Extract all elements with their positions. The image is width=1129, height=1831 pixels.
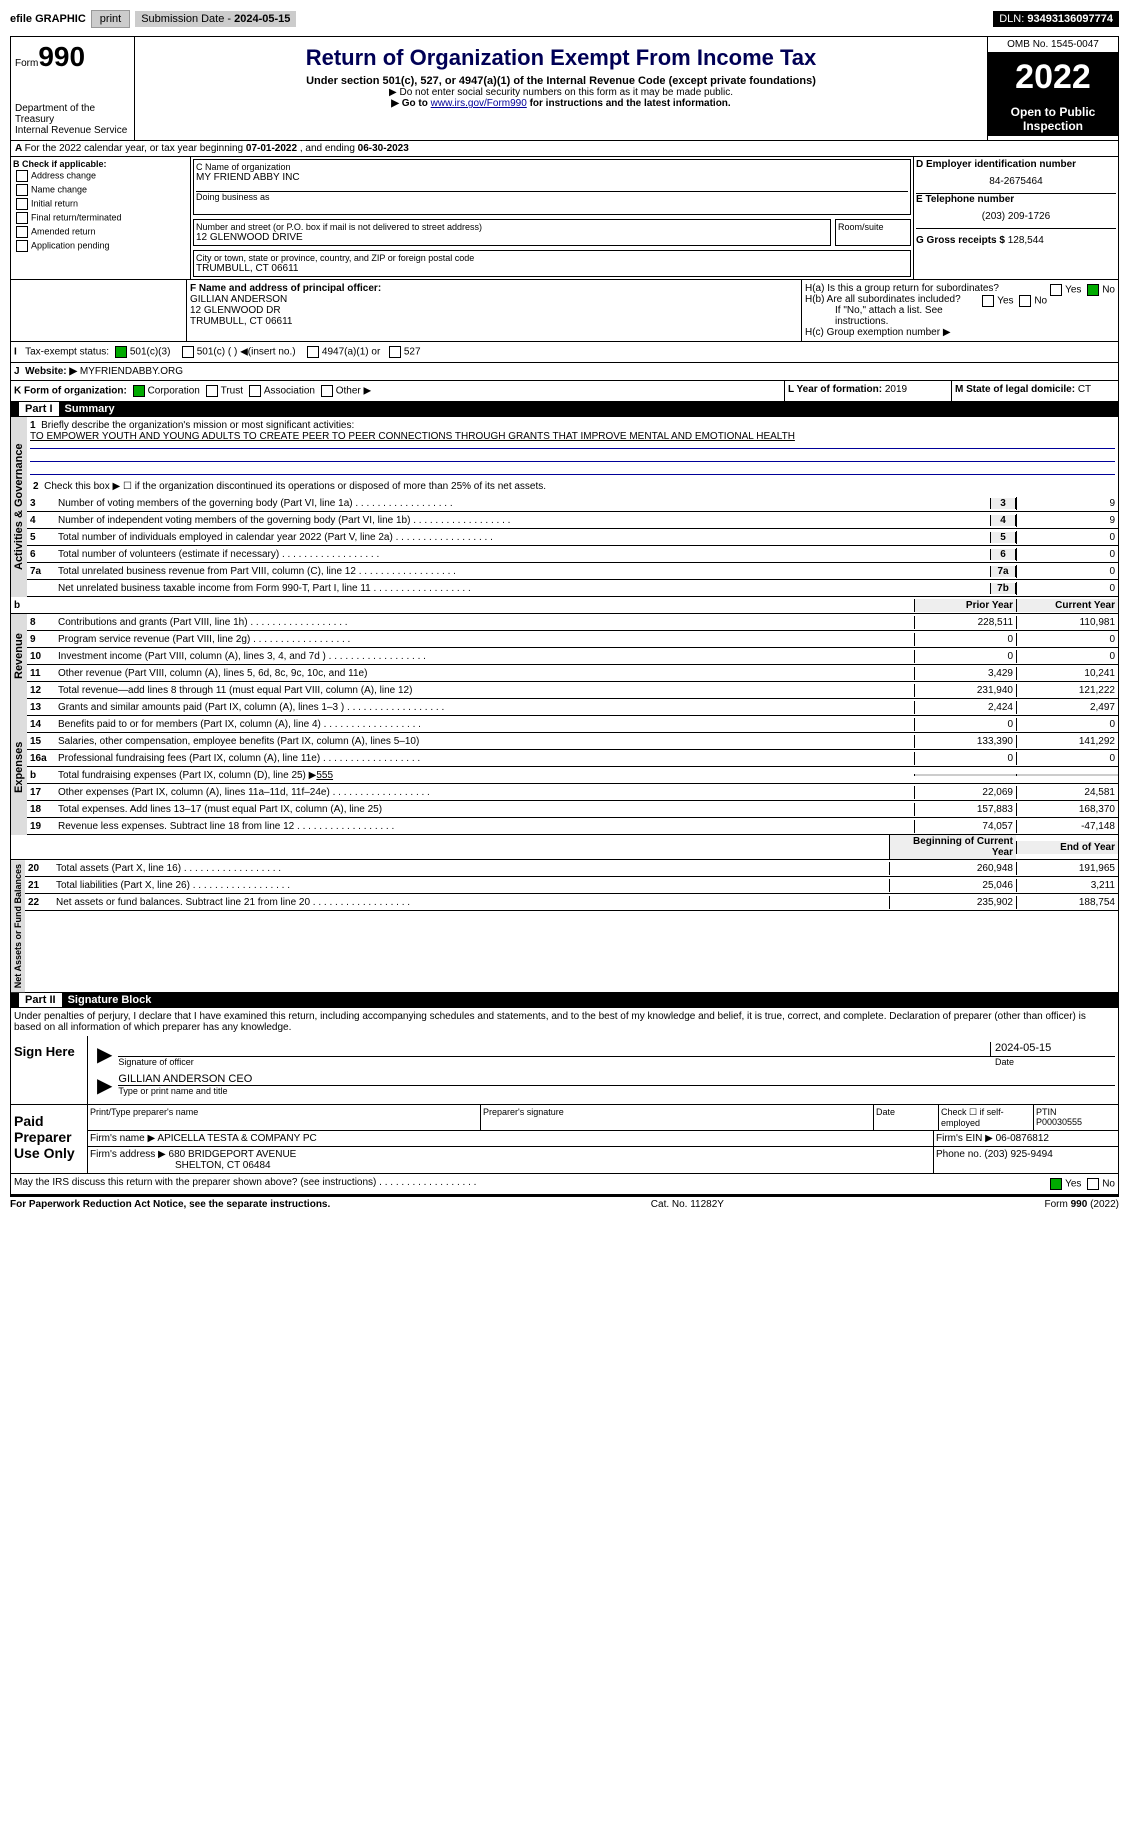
irs-label: Internal Revenue Service	[15, 125, 130, 136]
side-net-assets: Net Assets or Fund Balances	[11, 860, 25, 992]
section-c-address: Number and street (or P.O. box if mail i…	[193, 219, 831, 246]
page-footer: For Paperwork Reduction Act Notice, see …	[10, 1195, 1119, 1212]
irs-link[interactable]: www.irs.gov/Form990	[431, 98, 527, 109]
line-7a: 7aTotal unrelated business revenue from …	[27, 563, 1118, 580]
section-h: H(a) Is this a group return for subordin…	[802, 280, 1118, 341]
line-7b: Net unrelated business taxable income fr…	[27, 580, 1118, 597]
line-17: 17Other expenses (Part IX, column (A), l…	[27, 784, 1118, 801]
efile-label: efile GRAPHIC	[10, 13, 86, 25]
dln: DLN: 93493136097774	[993, 11, 1119, 27]
line-13: 13Grants and similar amounts paid (Part …	[27, 699, 1118, 716]
line-16b: bTotal fundraising expenses (Part IX, co…	[27, 767, 1118, 784]
goto-note: ▶ Go to www.irs.gov/Form990 for instruct…	[139, 98, 983, 109]
chk-hb-no[interactable]	[1019, 295, 1031, 307]
side-expenses: Expenses	[11, 699, 27, 835]
sign-here-block: Sign Here ▶ 2024-05-15 Signature of offi…	[11, 1036, 1118, 1105]
section-c-name: C Name of organization MY FRIEND ABBY IN…	[193, 159, 911, 215]
chk-ha-no[interactable]	[1087, 284, 1099, 296]
chk-501c[interactable]	[182, 346, 194, 358]
form-number: 990	[38, 41, 85, 72]
submission-date: Submission Date - 2024-05-15	[135, 11, 296, 27]
paid-preparer-block: Paid Preparer Use Only Print/Type prepar…	[11, 1105, 1118, 1174]
chk-app-pending[interactable]	[16, 240, 28, 252]
line-15: 15Salaries, other compensation, employee…	[27, 733, 1118, 750]
section-klm: K Form of organization: Corporation Trus…	[11, 380, 1118, 401]
side-activities: Activities & Governance	[11, 417, 27, 597]
chk-discuss-yes[interactable]	[1050, 1178, 1062, 1190]
form-subtitle: Under section 501(c), 527, or 4947(a)(1)…	[139, 75, 983, 87]
line-5: 5Total number of individuals employed in…	[27, 529, 1118, 546]
form-990: Form990 Department of the Treasury Inter…	[10, 36, 1119, 1195]
chk-address-change[interactable]	[16, 170, 28, 182]
col-headers-2: Beginning of Current YearEnd of Year	[11, 835, 1118, 860]
section-a: A For the 2022 calendar year, or tax yea…	[11, 141, 1118, 157]
part1-header: Part ISummary	[11, 401, 1118, 417]
line-2: 2 Check this box ▶ ☐ if the organization…	[27, 478, 1118, 495]
line-14: 14Benefits paid to or for members (Part …	[27, 716, 1118, 733]
line-9: 9Program service revenue (Part VIII, lin…	[27, 631, 1118, 648]
line-6: 6Total number of volunteers (estimate if…	[27, 546, 1118, 563]
section-g: G Gross receipts $ 128,544	[916, 228, 1116, 246]
ssn-note: ▶ Do not enter social security numbers o…	[139, 87, 983, 98]
section-i: I Tax-exempt status: 501(c)(3) 501(c) ( …	[11, 341, 1118, 362]
dept-treasury: Department of the Treasury	[15, 103, 130, 125]
section-e: E Telephone number(203) 209-1726	[916, 193, 1116, 228]
chk-527[interactable]	[389, 346, 401, 358]
omb-number: OMB No. 1545-0047	[988, 37, 1118, 53]
chk-hb-yes[interactable]	[982, 295, 994, 307]
chk-name-change[interactable]	[16, 184, 28, 196]
chk-other[interactable]	[321, 385, 333, 397]
print-button[interactable]: print	[91, 10, 130, 28]
chk-corp[interactable]	[133, 385, 145, 397]
section-c-city: City or town, state or province, country…	[193, 250, 911, 277]
section-d: D Employer identification number84-26754…	[916, 159, 1116, 193]
section-b: B Check if applicable: Address change Na…	[11, 157, 191, 279]
section-f-h: F Name and address of principal officer:…	[11, 279, 1118, 341]
line-8: 8Contributions and grants (Part VIII, li…	[27, 614, 1118, 631]
form-header: Form990 Department of the Treasury Inter…	[11, 37, 1118, 141]
line-16a: 16aProfessional fundraising fees (Part I…	[27, 750, 1118, 767]
line-21: 21Total liabilities (Part X, line 26)25,…	[25, 877, 1118, 894]
section-j: J Website: ▶ MYFRIENDABBY.ORG	[11, 362, 1118, 380]
line-18: 18Total expenses. Add lines 13–17 (must …	[27, 801, 1118, 818]
section-f: F Name and address of principal officer:…	[187, 280, 802, 341]
chk-final-return[interactable]	[16, 212, 28, 224]
line-10: 10Investment income (Part VIII, column (…	[27, 648, 1118, 665]
col-headers: bPrior YearCurrent Year	[11, 597, 1118, 614]
side-revenue: Revenue	[11, 614, 27, 699]
chk-501c3[interactable]	[115, 346, 127, 358]
chk-assoc[interactable]	[249, 385, 261, 397]
line-12: 12Total revenue—add lines 8 through 11 (…	[27, 682, 1118, 699]
toolbar: efile GRAPHIC print Submission Date - 20…	[10, 10, 1119, 28]
part2-header: Part IISignature Block	[11, 992, 1118, 1008]
chk-trust[interactable]	[206, 385, 218, 397]
section-b-to-g: B Check if applicable: Address change Na…	[11, 157, 1118, 279]
open-to-public: Open to Public Inspection	[988, 102, 1118, 136]
line-20: 20Total assets (Part X, line 16)260,9481…	[25, 860, 1118, 877]
form-label: Form	[15, 58, 38, 69]
chk-ha-yes[interactable]	[1050, 284, 1062, 296]
form-title: Return of Organization Exempt From Incom…	[139, 45, 983, 71]
line-19: 19Revenue less expenses. Subtract line 1…	[27, 818, 1118, 835]
tax-year: 2022	[988, 53, 1118, 102]
line-4: 4Number of independent voting members of…	[27, 512, 1118, 529]
line-3: 3Number of voting members of the governi…	[27, 495, 1118, 512]
room-suite: Room/suite	[835, 219, 911, 246]
chk-4947[interactable]	[307, 346, 319, 358]
chk-initial-return[interactable]	[16, 198, 28, 210]
chk-amended[interactable]	[16, 226, 28, 238]
chk-discuss-no[interactable]	[1087, 1178, 1099, 1190]
declaration: Under penalties of perjury, I declare th…	[11, 1008, 1118, 1036]
may-irs-discuss: May the IRS discuss this return with the…	[11, 1174, 1118, 1194]
line-11: 11Other revenue (Part VIII, column (A), …	[27, 665, 1118, 682]
line-22: 22Net assets or fund balances. Subtract …	[25, 894, 1118, 911]
line-1: 1 Briefly describe the organization's mi…	[27, 417, 1118, 478]
